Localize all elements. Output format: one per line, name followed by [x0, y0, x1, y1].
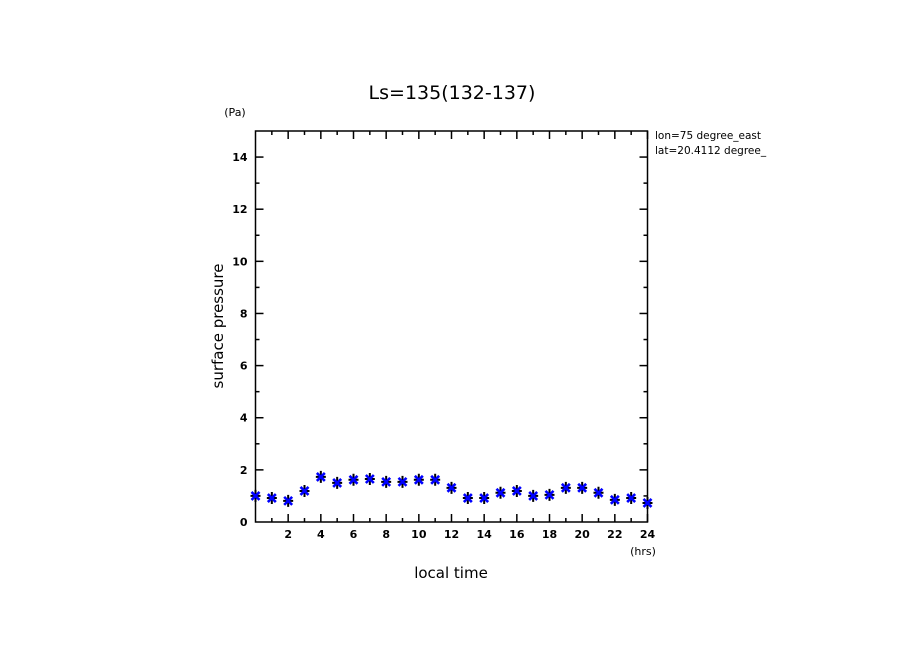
data-point: [381, 475, 392, 488]
marker-cross: [495, 487, 506, 498]
marker-cross: [299, 486, 310, 496]
y-tick-label: 6: [240, 360, 248, 373]
marker-cross: [626, 493, 637, 503]
marker-cross: [348, 474, 359, 485]
marker-cross: [381, 476, 392, 487]
data-point: [560, 481, 571, 494]
annotation-lat: lat=20.4112 degree_: [655, 145, 767, 157]
marker-cross: [430, 474, 441, 485]
marker-cross: [479, 493, 490, 503]
x-axis-label: local time: [414, 564, 488, 582]
marker-cross: [642, 498, 653, 508]
data-point: [544, 488, 555, 501]
marker-cross: [609, 494, 620, 505]
y-tick-label: 4: [240, 412, 248, 425]
marker-cross: [446, 482, 457, 493]
y-tick-label: 0: [240, 516, 248, 529]
marker-cross: [577, 482, 588, 493]
x-unit: (hrs): [630, 545, 656, 558]
data-point: [593, 486, 604, 499]
x-tick-label: 24: [640, 528, 656, 541]
y-unit: (Pa): [224, 106, 245, 119]
x-tick-label: 10: [411, 528, 427, 541]
x-tick-label: 4: [317, 528, 325, 541]
chart-title: Ls=135(132-137): [369, 82, 536, 104]
marker-cross: [560, 482, 571, 493]
marker-cross: [266, 493, 277, 503]
y-tick-label: 10: [232, 255, 248, 268]
marker-cross: [462, 493, 473, 503]
data-point: [462, 492, 473, 505]
data-point: [577, 481, 588, 494]
y-axis-label: surface pressure: [209, 264, 227, 389]
marker-cross: [528, 491, 539, 501]
x-tick-label: 18: [542, 528, 557, 541]
x-tick-label: 12: [444, 528, 459, 541]
y-tick-label: 12: [232, 203, 247, 216]
marker-cross: [593, 487, 604, 498]
y-tick-label: 8: [240, 307, 248, 320]
marker-cross: [364, 474, 375, 484]
x-tick-label: 22: [607, 528, 622, 541]
marker-cross: [397, 476, 408, 487]
data-point: [479, 492, 490, 505]
data-point: [364, 472, 375, 485]
data-point: [626, 492, 637, 505]
data-point: [642, 496, 653, 509]
data-point: [413, 473, 424, 486]
data-point: [446, 481, 457, 494]
x-tick-label: 16: [509, 528, 525, 541]
data-point: [283, 494, 294, 507]
data-point: [315, 470, 326, 483]
data-point: [511, 484, 522, 497]
marker-cross: [544, 489, 555, 500]
data-point: [397, 475, 408, 488]
data-point: [495, 486, 506, 499]
data-point: [299, 484, 310, 497]
x-tick-label: 20: [575, 528, 591, 541]
marker-cross: [511, 486, 522, 496]
x-tick-label: 14: [477, 528, 493, 541]
annotation-lon: lon=75 degree_east: [655, 130, 761, 142]
data-point: [609, 493, 620, 506]
marker-cross: [315, 471, 326, 482]
data-point: [348, 473, 359, 486]
x-tick-label: 6: [350, 528, 358, 541]
x-tick-label: 8: [382, 528, 390, 541]
y-tick-label: 2: [240, 464, 248, 477]
y-tick-label: 14: [232, 151, 248, 164]
data-point: [266, 492, 277, 505]
data-point: [528, 489, 539, 502]
marker-cross: [332, 477, 343, 488]
data-point: [332, 476, 343, 489]
marker-cross: [413, 474, 424, 485]
x-tick-label: 2: [284, 528, 292, 541]
data-point: [250, 489, 261, 502]
marker-cross: [250, 491, 261, 501]
marker-cross: [283, 495, 294, 506]
data-point: [430, 473, 441, 486]
plot-frame: [254, 130, 649, 523]
